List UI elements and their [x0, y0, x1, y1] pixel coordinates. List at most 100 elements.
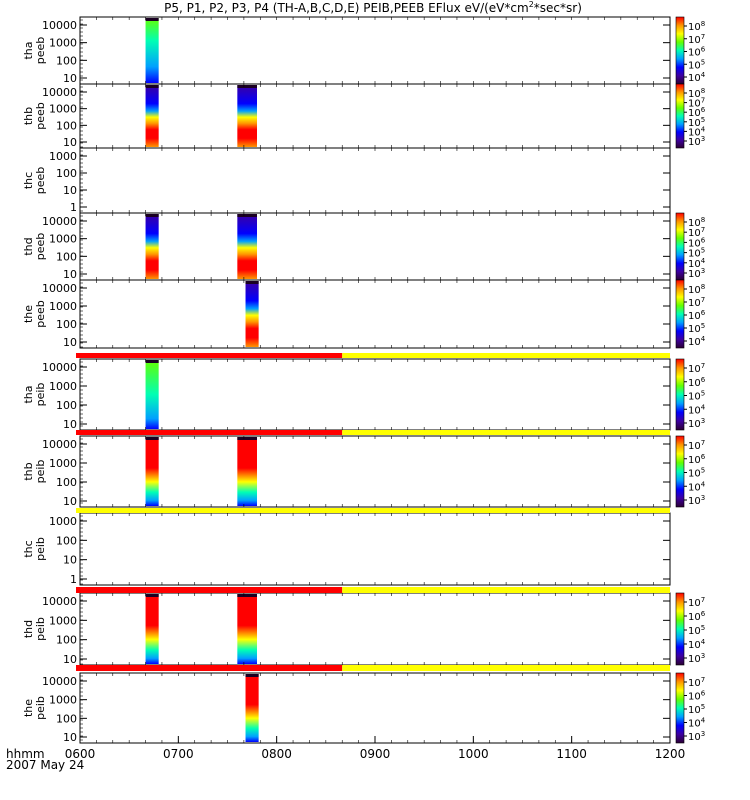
flag-yellow-7 [76, 508, 670, 513]
flag-yellow-6 [342, 430, 670, 435]
burst-thb-peeb-0640 [145, 85, 159, 147]
colorbar-label-thb-peeb-5: 103 [688, 135, 705, 148]
colorbar-label-tha-peib-2: 105 [688, 390, 705, 403]
colorbar-thb-peeb [675, 83, 685, 149]
xtick-label-0800: 0800 [261, 747, 292, 761]
ytick-label-thd-peib-3: 10 [63, 653, 77, 666]
colorbar-the-peib [675, 672, 685, 744]
colorbar-label-thb-peib-1: 106 [688, 453, 706, 466]
colorbar-label-tha-peeb-2: 106 [688, 46, 706, 59]
panel-probe-label-the-peeb: the [22, 305, 35, 323]
ytick-label-the-peeb-3: 10 [63, 336, 77, 349]
burst-thb-peib-0640 [145, 437, 159, 506]
burst-thd-peeb-0736 [237, 214, 257, 279]
ytick-label-thb-peib-0: 10000 [42, 438, 77, 451]
colorbar-label-the-peib-3: 104 [688, 717, 706, 730]
colorbar-thd-peib [675, 592, 685, 666]
ytick-label-the-peib-3: 10 [63, 731, 77, 744]
ytick-label-tha-peib-0: 10000 [42, 361, 77, 374]
colorbar-label-the-peib-2: 105 [688, 703, 705, 716]
panel-product-label-thd-peib: peib [34, 617, 47, 641]
panel-frame-thb-peib [79, 435, 671, 508]
colorbar-label-tha-peib-4: 103 [688, 417, 705, 430]
ytick-label-thb-peeb-3: 10 [63, 136, 77, 149]
colorbar-label-the-peeb-3: 105 [688, 322, 705, 335]
ytick-label-thc-peeb-3: 1 [70, 201, 77, 214]
ytick-label-thd-peeb-1: 1000 [49, 233, 77, 246]
panel-frame-tha-peib [79, 358, 671, 431]
colorbar-label-tha-peib-3: 104 [688, 403, 706, 416]
panel-probe-label-thd-peeb: thd [22, 237, 35, 255]
burst-cap-the-peib-0741 [245, 674, 259, 677]
panel-probe-label-thb-peib: thb [22, 462, 35, 480]
figure-title: P5, P1, P2, P3, P4 (TH-A,B,C,D,E) PEIB,P… [164, 0, 582, 15]
ytick-label-tha-peeb-1: 1000 [49, 37, 77, 50]
colorbar-label-tha-peeb-3: 105 [688, 58, 705, 71]
colorbar-label-the-peeb-1: 107 [688, 296, 705, 309]
ytick-label-the-peeb-0: 10000 [42, 282, 77, 295]
burst-cap-thb-peib-0640 [145, 437, 159, 440]
colorbar-label-thb-peib-0: 107 [688, 439, 705, 452]
xtick-label-0900: 0900 [360, 747, 391, 761]
panel-probe-label-thc-peeb: thc [22, 172, 35, 189]
burst-cap-the-peeb-0741 [245, 281, 259, 284]
ytick-label-thb-peib-2: 100 [56, 476, 77, 489]
panel-thc-peeb: 1000 100 10 1 thc peeb [22, 147, 671, 214]
colorbar-label-the-peib-4: 103 [688, 730, 705, 743]
colorbar-tha-peeb [675, 16, 685, 85]
burst-cap-thb-peeb-0640 [145, 85, 159, 88]
burst-cap-thd-peib-0736 [237, 594, 257, 597]
panel-frame-thb-peeb [79, 83, 671, 149]
ytick-label-tha-peib-1: 1000 [49, 380, 77, 393]
colorbar-label-thd-peib-2: 105 [688, 624, 705, 637]
panel-frame-the-peeb [79, 279, 671, 349]
burst-the-peib-0741 [245, 674, 259, 742]
date-label: 2007 May 24 [6, 758, 84, 772]
burst-cap-thd-peeb-0640 [145, 214, 159, 217]
panel-product-label-tha-peeb: peeb [34, 37, 47, 65]
panel-probe-label-thb-peeb: thb [22, 107, 35, 125]
ytick-label-thb-peeb-0: 10000 [42, 86, 77, 99]
ytick-label-the-peeb-1: 1000 [49, 300, 77, 313]
ytick-label-the-peeb-2: 100 [56, 318, 77, 331]
flag-red-9 [76, 665, 343, 671]
ytick-label-the-peib-0: 10000 [42, 675, 77, 688]
burst-cap-thd-peib-0640 [145, 594, 159, 597]
xtick-label-0700: 0700 [163, 747, 194, 761]
burst-cap-tha-peeb-0640 [145, 18, 159, 21]
panel-probe-label-thd-peib: thd [22, 620, 35, 638]
colorbar-tha-peib [675, 358, 685, 431]
flag-yellow-9 [342, 665, 670, 671]
ytick-label-tha-peeb-3: 10 [63, 72, 77, 85]
ytick-label-thd-peeb-2: 100 [56, 250, 77, 263]
ytick-label-thd-peib-0: 10000 [42, 595, 77, 608]
ytick-label-thd-peib-1: 1000 [49, 614, 77, 627]
ytick-label-thd-peeb-3: 10 [63, 268, 77, 281]
ytick-label-thc-peib-3: 1 [70, 573, 77, 586]
ytick-label-thb-peeb-2: 100 [56, 119, 77, 132]
burst-cap-thb-peib-0736 [237, 437, 257, 440]
panel-frame-thd-peib [79, 592, 671, 666]
colorbar-thb-peib [675, 435, 685, 508]
ytick-label-thc-peib-1: 100 [56, 534, 77, 547]
colorbar-label-the-peib-1: 106 [688, 690, 706, 703]
ytick-label-thb-peeb-1: 1000 [49, 103, 77, 116]
panel-frame-tha-peeb [79, 16, 671, 85]
ytick-label-tha-peib-2: 100 [56, 399, 77, 412]
colorbar-label-the-peeb-0: 108 [688, 283, 705, 296]
time-axis-label: hhmm [6, 747, 45, 761]
burst-cap-tha-peib-0640 [145, 360, 159, 363]
colorbar-label-thd-peib-4: 103 [688, 652, 705, 665]
panel-thc-peib: 1000 100 10 1 thc peib [22, 512, 671, 586]
quality-flag-bars [76, 353, 670, 671]
panel-product-label-tha-peib: peib [34, 383, 47, 407]
panel-frame-thc-peib [79, 512, 671, 586]
panel-probe-label-tha-peib: tha [22, 385, 35, 403]
ytick-label-thc-peib-2: 10 [63, 554, 77, 567]
